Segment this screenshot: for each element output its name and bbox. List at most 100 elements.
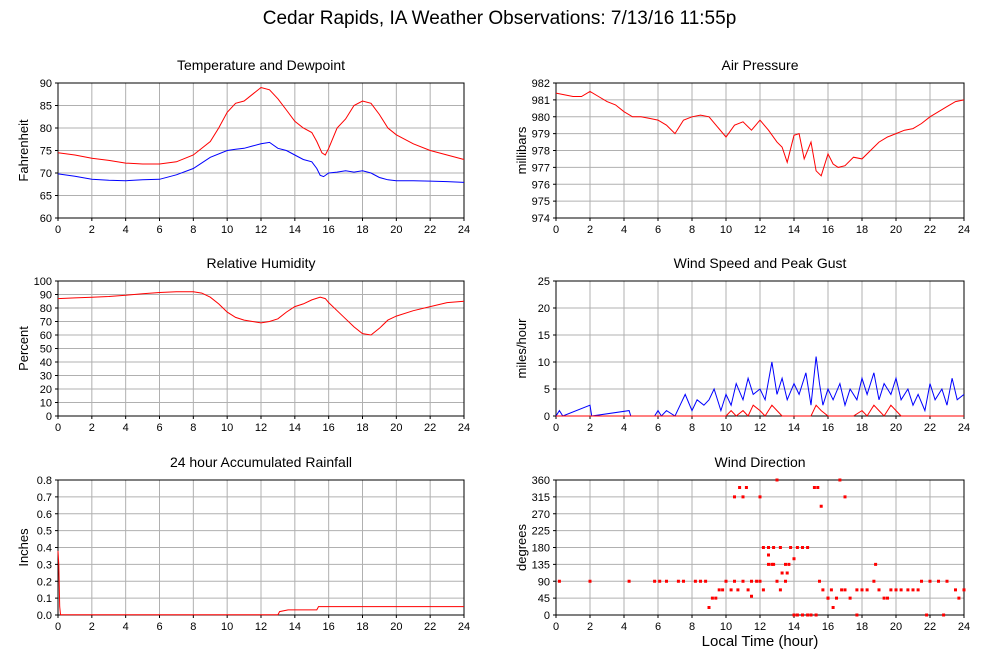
data-point	[872, 579, 876, 583]
y-tick-label: 85	[40, 101, 52, 113]
x-tick-label: 6	[156, 422, 162, 434]
x-tick-label: 12	[754, 422, 766, 434]
x-tick-label: 14	[289, 422, 301, 434]
data-point	[809, 613, 813, 617]
data-point	[767, 562, 770, 566]
data-point	[882, 596, 886, 600]
x-tick-label: 4	[123, 224, 129, 236]
y-tick-label: 80	[40, 303, 52, 315]
y-tick-label: 100	[34, 276, 52, 288]
x-tick-label: 14	[289, 224, 301, 236]
y-tick-label: 20	[40, 384, 52, 396]
data-point	[801, 613, 804, 617]
data-point	[792, 613, 796, 617]
data-point	[829, 588, 833, 592]
x-tick-label: 24	[958, 422, 970, 434]
y-tick-label: 135	[532, 559, 550, 571]
y-tick-label: 982	[532, 78, 550, 90]
y-axis-label: degrees	[514, 524, 529, 571]
y-tick-label: 979	[532, 129, 550, 141]
y-tick-label: 977	[532, 162, 550, 174]
data-point	[795, 546, 799, 549]
data-point	[676, 579, 680, 583]
x-tick-label: 14	[788, 621, 800, 633]
x-tick-label: 20	[390, 422, 402, 434]
x-tick-label: 18	[856, 422, 868, 434]
y-tick-label: 315	[532, 492, 550, 504]
y-tick-label: 90	[40, 290, 52, 302]
y-tick-label: 60	[40, 213, 52, 225]
chart-title: Air Pressure	[721, 57, 798, 73]
x-tick-label: 12	[754, 621, 766, 633]
data-point	[741, 579, 745, 583]
data-point	[865, 588, 869, 592]
x-tick-label: 18	[356, 621, 368, 633]
data-point	[906, 588, 910, 592]
y-tick-label: 70	[40, 168, 52, 180]
x-tick-label: 10	[221, 224, 233, 236]
x-tick-label: 4	[621, 422, 627, 434]
data-point	[755, 579, 759, 583]
y-tick-label: 0	[544, 411, 550, 423]
data-point	[710, 596, 714, 600]
y-axis-label: millibars	[514, 126, 529, 174]
x-tick-label: 10	[221, 422, 233, 434]
x-tick-label: 4	[123, 422, 129, 434]
y-tick-label: 80	[40, 123, 52, 135]
data-point	[767, 546, 770, 549]
data-point	[840, 588, 844, 592]
y-tick-label: 90	[40, 78, 52, 90]
x-tick-label: 0	[553, 422, 559, 434]
x-axis-label: Local Time (hour)	[701, 633, 819, 650]
y-tick-label: 0	[46, 411, 52, 423]
x-tick-label: 8	[689, 621, 695, 633]
data-point	[843, 495, 847, 499]
y-tick-label: 225	[532, 526, 550, 538]
y-tick-label: 0	[544, 610, 550, 622]
y-tick-label: 981	[532, 95, 550, 107]
x-tick-label: 22	[924, 422, 936, 434]
data-point	[814, 613, 818, 617]
x-tick-label: 24	[458, 621, 470, 633]
y-tick-label: 974	[532, 213, 550, 225]
y-tick-label: 976	[532, 179, 550, 191]
data-point	[848, 596, 852, 600]
data-point	[855, 613, 859, 617]
x-tick-label: 16	[822, 224, 834, 236]
data-point	[707, 606, 711, 609]
x-tick-label: 20	[890, 621, 902, 633]
x-tick-label: 0	[553, 621, 559, 633]
y-tick-label: 25	[538, 276, 550, 288]
series-line-0	[555, 356, 965, 417]
data-point	[821, 588, 825, 592]
x-tick-label: 16	[323, 621, 335, 633]
data-point	[843, 588, 847, 592]
series-line-0	[57, 86, 465, 165]
x-tick-label: 8	[190, 422, 196, 434]
y-tick-label: 5	[544, 384, 550, 396]
x-tick-label: 22	[924, 224, 936, 236]
x-tick-label: 20	[390, 224, 402, 236]
x-tick-label: 16	[323, 224, 335, 236]
x-tick-label: 10	[221, 621, 233, 633]
data-point	[818, 579, 821, 583]
y-tick-label: 978	[532, 146, 550, 158]
x-tick-label: 22	[424, 224, 436, 236]
data-point	[928, 579, 932, 583]
x-tick-label: 20	[390, 621, 402, 633]
x-tick-label: 2	[89, 422, 95, 434]
x-tick-label: 0	[55, 224, 61, 236]
data-point	[738, 486, 742, 489]
data-point	[772, 546, 776, 549]
x-tick-label: 12	[255, 422, 267, 434]
data-point	[693, 579, 697, 583]
y-tick-label: 20	[538, 303, 550, 315]
x-tick-label: 6	[655, 621, 661, 633]
x-tick-label: 16	[822, 621, 834, 633]
y-tick-label: 0.3	[37, 559, 52, 571]
x-tick-label: 12	[255, 224, 267, 236]
